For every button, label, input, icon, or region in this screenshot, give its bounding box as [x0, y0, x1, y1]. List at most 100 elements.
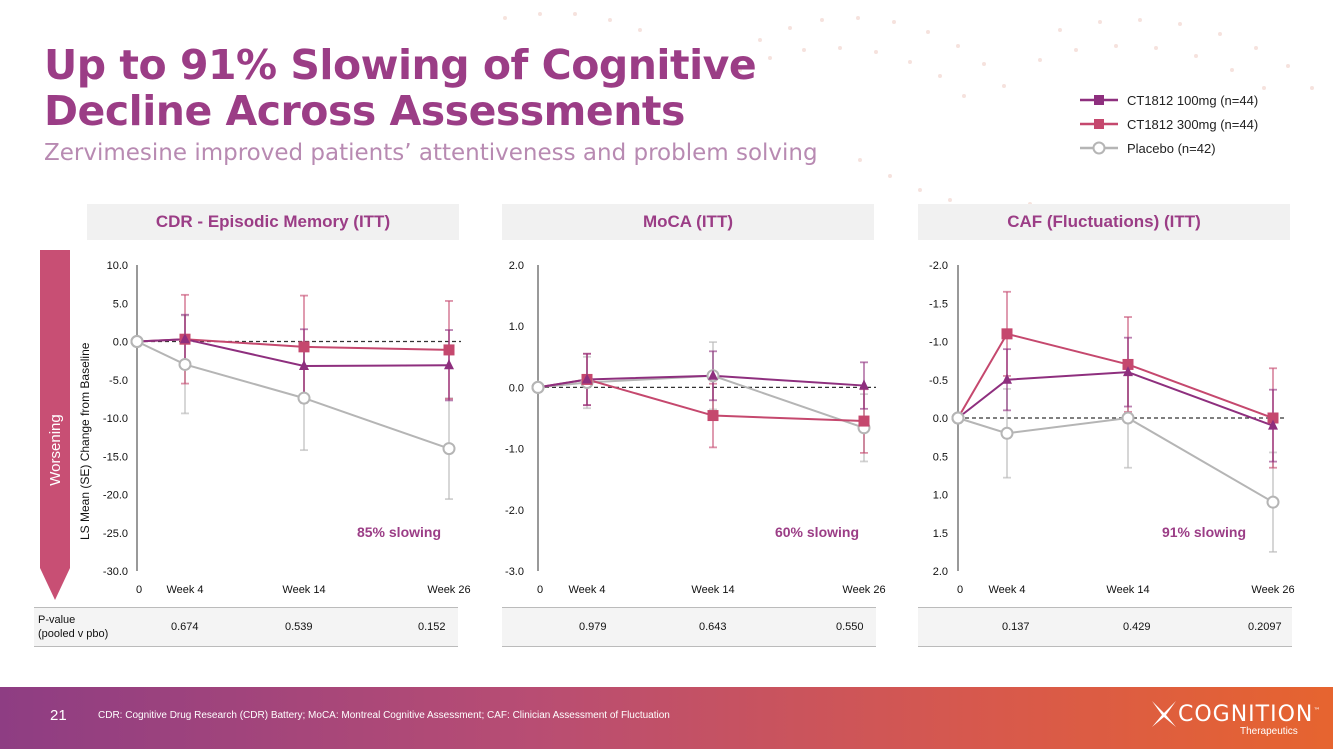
data-point-baseline	[531, 380, 545, 394]
series-line-placebo	[136, 340, 450, 450]
legend-label-placebo: Placebo (n=42)	[1127, 141, 1216, 156]
pvalue-row-caf	[918, 607, 1292, 647]
pvalue-label: P-value (pooled v pbo)	[38, 613, 108, 641]
title-line-2: Decline Across Assessments	[44, 87, 685, 135]
pvalue-cell: 0.137	[1002, 621, 1030, 633]
data-point-300mg	[707, 410, 719, 422]
panel-title-caf: CAF (Fluctuations) (ITT)	[918, 204, 1290, 240]
y-tick-label: 2.0	[933, 566, 948, 578]
data-point-300mg	[298, 341, 310, 353]
page-title: Up to 91% Slowing of Cognitive Decline A…	[44, 41, 757, 135]
legend: CT1812 100mg (n=44) CT1812 300mg (n=44) …	[1080, 88, 1320, 160]
series-line-100mg	[136, 338, 450, 367]
data-point-100mg	[1268, 419, 1278, 430]
x-tick-label: Week 4	[166, 584, 203, 596]
legend-label-100mg: CT1812 100mg (n=44)	[1127, 93, 1259, 108]
x-tick-label: Week 14	[691, 584, 734, 596]
page-subtitle: Zervimesine improved patients’ attentive…	[44, 140, 818, 166]
y-tick-label: 5.0	[113, 298, 128, 310]
x-tick-label: 0	[537, 584, 543, 596]
y-tick-label: -0.5	[929, 375, 948, 387]
pvalue-cell: 0.674	[171, 621, 199, 633]
pvalue-cell: 0.152	[418, 621, 446, 633]
y-tick-label: -15.0	[103, 451, 128, 463]
x-tick-label: Week 4	[568, 584, 605, 596]
worsening-arrow: Worsening	[40, 250, 70, 600]
data-point-placebo	[1000, 426, 1014, 440]
y-tick-label: -3.0	[505, 566, 524, 578]
title-line-1: Up to 91% Slowing of Cognitive	[44, 41, 757, 89]
y-tick-label: -1.0	[929, 337, 948, 349]
logo-text: COGNITION™	[1178, 702, 1321, 727]
data-point-placebo	[297, 391, 311, 405]
slowing-annotation: 60% slowing	[775, 524, 859, 540]
y-tick-label: -10.0	[103, 413, 128, 425]
data-point-300mg	[1122, 358, 1134, 370]
x-tick-label: Week 26	[1251, 584, 1294, 596]
chart-moca: 2.0 1.0 0.0 -1.0 -2.0 -3.0 0 Week 4 Week 14 Week …	[505, 260, 886, 596]
pvalue-label-line-2: (pooled v pbo)	[38, 628, 109, 640]
x-tick-label: Week 14	[1106, 584, 1149, 596]
data-point-300mg	[858, 415, 870, 427]
y-tick-label: -5.0	[109, 375, 128, 387]
data-point-100mg	[1123, 366, 1133, 377]
x-tick-label: Week 4	[988, 584, 1025, 596]
y-tick-label: 0.5	[933, 451, 948, 463]
series-line-100mg	[537, 374, 865, 389]
legend-marker-placebo	[1080, 141, 1118, 155]
data-point-100mg	[582, 373, 592, 384]
logo-trademark: ™	[1313, 706, 1322, 715]
data-point-100mg	[444, 359, 454, 370]
legend-item-100mg: CT1812 100mg (n=44)	[1080, 88, 1320, 112]
page-number: 21	[50, 707, 67, 724]
y-tick-label: 1.5	[933, 528, 948, 540]
data-point-100mg	[708, 369, 718, 380]
logo-x-icon	[1152, 701, 1176, 727]
pvalue-row-cdr	[34, 607, 458, 647]
legend-item-placebo: Placebo (n=42)	[1080, 136, 1320, 160]
data-point-100mg	[299, 359, 309, 370]
y-tick-label: -2.0	[505, 505, 524, 517]
data-point-300mg	[1267, 412, 1279, 424]
data-point-baseline	[130, 335, 144, 348]
data-point-baseline	[951, 411, 965, 425]
y-tick-label: 1.0	[509, 321, 524, 333]
legend-label-300mg: CT1812 300mg (n=44)	[1127, 117, 1259, 132]
pvalue-cell: 0.429	[1123, 621, 1151, 633]
y-tick-label: -25.0	[103, 528, 128, 540]
data-point-placebo	[1121, 411, 1135, 425]
x-tick-label: Week 26	[842, 584, 885, 596]
x-tick-label: 0	[957, 584, 963, 596]
y-tick-label: -1.5	[929, 298, 948, 310]
y-tick-label: -30.0	[103, 566, 128, 578]
x-tick-label: Week 14	[282, 584, 325, 596]
panel-title-moca: MoCA (ITT)	[502, 204, 874, 240]
data-point-100mg	[180, 333, 190, 344]
y-tick-label: 0.0	[933, 413, 948, 425]
chart-caf: -2.0 -1.5 -1.0 -0.5 0.0 0.5 1.0 1.5 2.0 0 Week 4 We…	[929, 260, 1295, 596]
data-point-placebo	[178, 357, 192, 371]
data-point-300mg	[1001, 328, 1013, 340]
legend-marker-100mg	[1080, 95, 1118, 105]
series-line-placebo	[957, 416, 1274, 504]
y-tick-label: 10.0	[107, 260, 128, 272]
y-tick-label: 0.0	[509, 382, 524, 394]
y-tick-label: 2.0	[509, 260, 524, 272]
data-point-100mg	[859, 379, 869, 390]
y-tick-label: -20.0	[103, 490, 128, 502]
series-line-placebo	[537, 374, 865, 429]
slowing-annotation: 91% slowing	[1162, 524, 1246, 540]
slowing-annotation: 85% slowing	[357, 524, 441, 540]
data-point-placebo	[1266, 495, 1280, 509]
data-point-100mg	[1002, 373, 1012, 384]
footer-bar: 21 CDR: Cognitive Drug Research (CDR) Ba…	[0, 687, 1333, 749]
worsening-label: Worsening	[47, 414, 64, 485]
x-tick-label: Week 26	[427, 584, 470, 596]
company-logo: COGNITION™ Therapeutics	[1150, 699, 1320, 739]
pvalue-label-line-1: P-value	[38, 614, 76, 626]
data-point-300mg	[443, 344, 455, 356]
pvalue-cell: 0.550	[836, 621, 864, 633]
charts-canvas: 10.0 5.0 0.0 -5.0 -10.0 -15.0 -20.0 -25.0 -30.0 0…	[103, 260, 1295, 596]
footnote: CDR: Cognitive Drug Research (CDR) Batte…	[98, 710, 670, 721]
pvalue-cell: 0.979	[579, 621, 607, 633]
